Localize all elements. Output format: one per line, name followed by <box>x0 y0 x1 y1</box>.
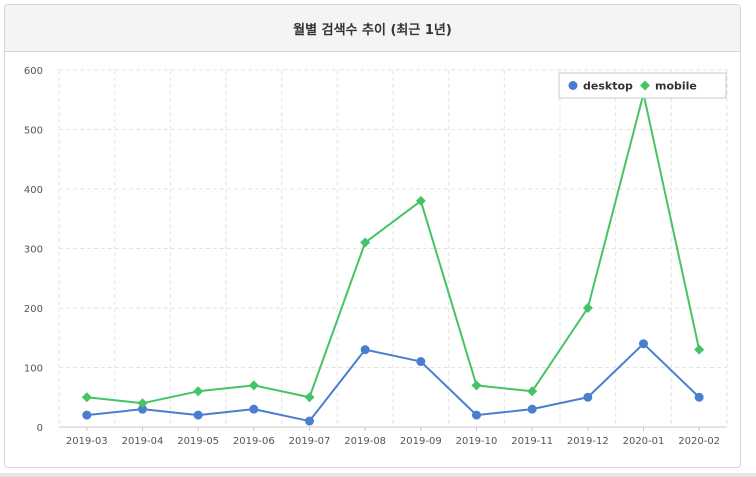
data-point-mobile[interactable] <box>694 344 705 355</box>
y-tick-label: 500 <box>24 126 43 137</box>
legend-item-desktop[interactable]: desktop <box>568 80 634 93</box>
x-tick-label: 2019-08 <box>344 436 386 447</box>
legend-marker-desktop <box>568 81 578 90</box>
x-tick-label: 2019-10 <box>456 436 498 447</box>
legend-item-mobile[interactable]: mobile <box>640 80 697 93</box>
x-tick-label: 2019-07 <box>289 436 331 447</box>
data-point-desktop[interactable] <box>416 357 426 367</box>
legend-label-desktop: desktop <box>583 80 633 93</box>
x-tick-label: 2020-02 <box>678 436 720 447</box>
data-point-desktop[interactable] <box>138 404 147 414</box>
series-desktop <box>82 339 704 426</box>
data-point-mobile[interactable] <box>582 303 593 313</box>
y-tick-label: 200 <box>24 304 43 315</box>
y-tick-label: 0 <box>37 423 43 434</box>
data-point-desktop[interactable] <box>639 339 648 349</box>
series <box>81 88 705 426</box>
y-tick-label: 300 <box>24 245 43 256</box>
data-point-desktop[interactable] <box>583 392 593 402</box>
chart-title: 월별 검색수 추이 (최근 1년) <box>5 5 740 52</box>
data-point-desktop[interactable] <box>360 345 370 355</box>
data-point-mobile[interactable] <box>81 392 92 403</box>
data-point-mobile[interactable] <box>471 380 482 391</box>
axes: 0 100 200 300 400 500 600 2019-03 2019-04 2019-05… <box>24 66 727 447</box>
bottom-divider <box>0 473 756 477</box>
x-tick-label: 2019-09 <box>400 436 442 447</box>
x-tick-label: 2019-12 <box>567 436 609 447</box>
legend[interactable]: desktop mobile <box>558 72 727 99</box>
data-point-mobile[interactable] <box>415 195 426 206</box>
x-tick-label: 2019-06 <box>233 436 275 447</box>
x-tick-label: 2020-01 <box>623 436 665 447</box>
data-point-mobile[interactable] <box>360 237 371 248</box>
legend-marker-mobile <box>640 80 650 91</box>
data-point-desktop[interactable] <box>249 404 259 414</box>
x-tick-label: 2019-05 <box>177 436 219 447</box>
data-point-mobile[interactable] <box>248 380 259 391</box>
grid-lines <box>58 69 728 427</box>
series-line-desktop <box>86 342 700 423</box>
data-point-desktop[interactable] <box>193 410 203 420</box>
data-point-desktop[interactable] <box>472 410 481 420</box>
y-tick-label: 100 <box>24 364 43 375</box>
series-line-mobile <box>86 92 701 405</box>
data-point-mobile[interactable] <box>137 398 148 409</box>
data-point-desktop[interactable] <box>527 404 537 414</box>
data-point-mobile[interactable] <box>193 386 204 397</box>
data-point-desktop[interactable] <box>82 410 92 420</box>
y-tick-label: 600 <box>24 66 43 77</box>
data-point-mobile[interactable] <box>527 386 538 397</box>
legend-label-mobile: mobile <box>655 80 697 93</box>
data-point-desktop[interactable] <box>305 416 314 426</box>
data-point-mobile[interactable] <box>304 392 315 403</box>
x-tick-label: 2019-03 <box>66 436 108 447</box>
x-tick-label: 2019-11 <box>511 436 553 447</box>
data-point-desktop[interactable] <box>694 392 704 402</box>
x-tick-label: 2019-04 <box>122 436 164 447</box>
y-tick-label: 400 <box>24 185 43 196</box>
